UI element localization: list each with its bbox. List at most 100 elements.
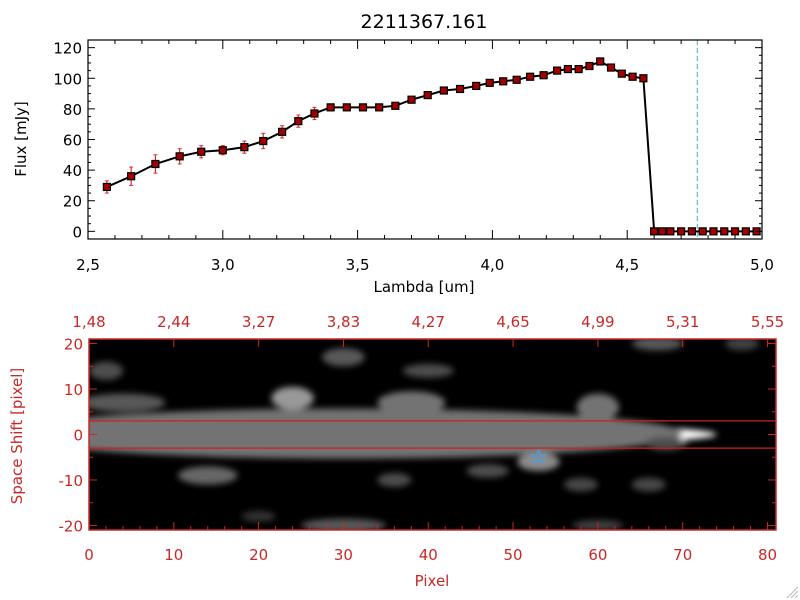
x-tick-label: 3,5	[346, 256, 370, 274]
data-point	[342, 103, 351, 112]
spectrum-panel: 2211367.161 0 20 40 60 80 100 120 2,5 3,0 3,5 4,0…	[12, 11, 774, 296]
top-tick-label: 4,27	[412, 313, 445, 331]
x-tick-label: 50	[504, 546, 523, 564]
x-tick-label: 3,0	[211, 256, 235, 274]
emission-blob	[466, 464, 509, 478]
data-point	[730, 227, 740, 236]
data-point	[698, 227, 707, 236]
y-tick-label: -10	[59, 472, 84, 490]
y-tick-label: 10	[64, 381, 83, 399]
data-point	[423, 91, 432, 100]
data-point	[512, 75, 521, 84]
emission-blob	[631, 477, 666, 492]
y-tick-label: 0	[72, 223, 82, 241]
emission-blob	[271, 386, 314, 410]
emission-blob	[322, 348, 365, 367]
top-tick-label: 2,44	[157, 313, 190, 331]
data-point	[650, 227, 659, 236]
emission-blob	[178, 466, 238, 485]
spectrum-x-ticks: 2,5 3,0 3,5 4,0 4,5 5,0	[76, 40, 774, 274]
image-x-axis-label: Pixel	[415, 572, 450, 590]
x-tick-label: 5,0	[750, 256, 774, 274]
emission-blob	[644, 436, 687, 451]
emission-blob	[241, 510, 276, 522]
data-point	[240, 143, 249, 152]
data-point	[455, 84, 465, 94]
data-point	[526, 72, 535, 81]
data-point	[151, 159, 160, 169]
y-tick-label: 120	[53, 40, 82, 58]
emission-blob	[89, 393, 166, 412]
spectrum-plot-frame	[87, 39, 763, 240]
spectrum-plot-content	[102, 40, 762, 239]
data-point	[391, 101, 400, 110]
data-point	[553, 66, 562, 75]
top-tick-label: 3,27	[242, 313, 275, 331]
data-point	[596, 57, 605, 66]
data-point	[585, 61, 594, 71]
emission-blob	[89, 408, 683, 459]
emission-blob	[725, 339, 760, 351]
y-tick-label: 80	[63, 101, 82, 119]
image-y-ticks: -20 -10 0 10 20	[59, 336, 776, 535]
x-tick-label: 80	[758, 546, 777, 564]
data-point	[375, 103, 384, 112]
image-top-wavelength-ticks: 1,48 2,44 3,27 3,83 4,27 4,65 4,99 5,31 5,55	[72, 313, 784, 347]
top-tick-label: 5,31	[666, 313, 699, 331]
spectrum-image	[89, 339, 760, 530]
data-point	[658, 227, 667, 236]
data-point	[485, 78, 494, 87]
data-point	[563, 64, 572, 74]
spectrum-title: 2211367.161	[361, 11, 488, 33]
data-point	[175, 152, 184, 161]
emission-blob	[377, 473, 412, 487]
data-point	[472, 81, 481, 91]
emission-blob	[89, 361, 123, 380]
data-point	[574, 64, 583, 74]
data-point	[687, 227, 697, 236]
emission-blob	[563, 477, 598, 492]
emission-blob	[402, 364, 454, 378]
data-point	[102, 182, 111, 192]
data-point	[539, 71, 548, 80]
image-overlay	[89, 420, 776, 465]
x-tick-label: 4,0	[480, 256, 504, 274]
x-tick-label: 0	[84, 546, 94, 564]
y-tick-label: 40	[63, 162, 82, 180]
data-point	[617, 69, 626, 78]
top-tick-label: 5,55	[751, 313, 784, 331]
emission-blob	[377, 391, 446, 415]
data-point	[666, 227, 675, 236]
data-point	[326, 103, 335, 112]
x-tick-label: 70	[673, 546, 692, 564]
y-tick-label: 100	[53, 70, 82, 88]
data-point	[677, 227, 686, 236]
data-point	[127, 172, 136, 181]
image-y-axis-label: Space Shift [pixel]	[8, 368, 26, 505]
y-tick-label: 0	[73, 427, 83, 445]
spectrum-y-axis-label: Flux [mJy]	[12, 101, 30, 177]
emission-blob	[517, 452, 560, 471]
data-point	[278, 127, 287, 136]
x-tick-label: 10	[164, 546, 183, 564]
y-tick-label: 60	[63, 132, 82, 150]
emission-blob	[576, 393, 620, 421]
data-point	[407, 95, 416, 104]
data-point	[294, 117, 303, 126]
spectrum-x-axis-label: Lambda [um]	[374, 278, 475, 296]
data-point	[439, 86, 448, 95]
data-point	[606, 63, 616, 72]
x-tick-label: 20	[249, 546, 268, 564]
source-marker-star-icon	[530, 448, 547, 465]
emission-blob	[631, 339, 683, 351]
x-tick-label: 40	[419, 546, 438, 564]
spectrum-y-ticks: 0 20 40 60 80 100 120	[53, 40, 762, 241]
top-tick-label: 3,83	[327, 313, 360, 331]
x-tick-label: 30	[334, 546, 353, 564]
data-point	[358, 103, 368, 112]
data-point	[709, 227, 718, 236]
data-point	[499, 77, 508, 86]
data-point	[628, 72, 637, 81]
resize-grip-icon[interactable]	[786, 586, 799, 599]
